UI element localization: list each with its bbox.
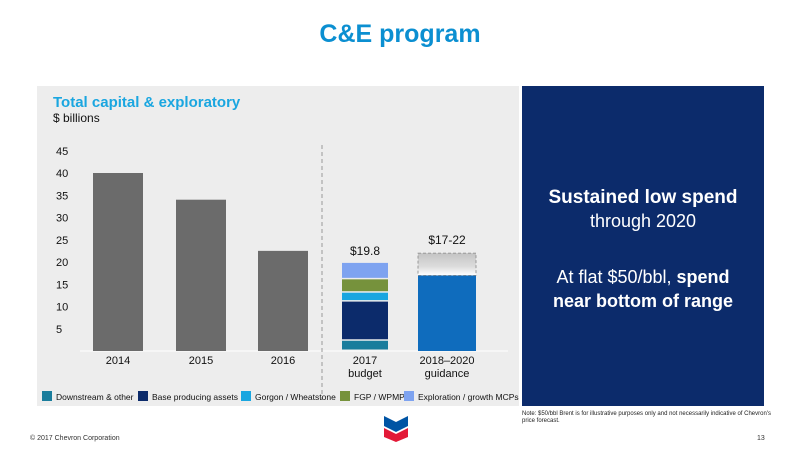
legend-label: FGP / WPMP bbox=[354, 392, 405, 402]
footnote: Note: $50/bbl Brent is for illustrative … bbox=[522, 411, 771, 424]
x-tick-label: 2017 bbox=[353, 355, 377, 367]
legend-label: Base producing assets bbox=[152, 392, 238, 402]
legend-swatch bbox=[241, 391, 251, 401]
callout-line4: near bottom of range bbox=[552, 291, 733, 311]
y-tick-label: 40 bbox=[56, 168, 68, 180]
x-tick-label: 2018–2020 bbox=[419, 355, 474, 367]
legend-label: Exploration / growth MCPs bbox=[418, 392, 519, 402]
page-title: C&E program bbox=[319, 20, 481, 48]
x-tick-label: 2016 bbox=[271, 355, 295, 367]
legend-swatch bbox=[340, 391, 350, 401]
y-tick-label: 45 bbox=[56, 146, 68, 158]
guidance-range-label: $17-22 bbox=[428, 233, 466, 247]
stack-segment-4 bbox=[342, 279, 388, 292]
stack-segment-3 bbox=[342, 292, 388, 301]
y-tick-label: 30 bbox=[56, 213, 68, 225]
legend-swatch bbox=[138, 391, 148, 401]
callout-line1: Sustained low spend bbox=[548, 187, 738, 208]
bar-2016 bbox=[258, 250, 308, 351]
x-tick-label: budget bbox=[348, 368, 382, 380]
stack-segment-2 bbox=[342, 301, 388, 340]
bar-2015 bbox=[176, 199, 226, 351]
legend-label: Gorgon / Wheatstone bbox=[255, 392, 336, 402]
legend-swatch bbox=[404, 391, 414, 401]
x-tick-label: 2015 bbox=[189, 355, 213, 367]
y-tick-label: 15 bbox=[56, 279, 68, 291]
y-tick-label: 5 bbox=[56, 324, 62, 336]
y-tick-label: 25 bbox=[56, 235, 68, 247]
chevron-logo-icon bbox=[384, 416, 408, 442]
guidance-range-box bbox=[417, 252, 477, 276]
y-tick-label: 20 bbox=[56, 257, 68, 269]
chart-unit-label: $ billions bbox=[53, 111, 100, 125]
callout-line3: At flat $50/bbl, spend bbox=[522, 267, 764, 288]
callout-line3-normal: At flat $50/bbl, bbox=[556, 267, 677, 287]
guidance-bar bbox=[418, 275, 476, 351]
page-number: 13 bbox=[757, 435, 765, 442]
x-tick-label: guidance bbox=[425, 368, 470, 380]
legend-label: Downstream & other bbox=[56, 392, 134, 402]
y-tick-label: 35 bbox=[56, 190, 68, 202]
budget-total-label: $19.8 bbox=[350, 244, 380, 258]
copyright: © 2017 Chevron Corporation bbox=[30, 435, 120, 442]
stack-segment-1 bbox=[342, 340, 388, 350]
callout-line3-bold: spend bbox=[676, 267, 730, 287]
legend-swatch bbox=[42, 391, 52, 401]
bar-2014 bbox=[93, 173, 143, 351]
callout-box: Sustained low spend through 2020 At flat… bbox=[522, 86, 764, 406]
chart-title: Total capital & exploratory bbox=[53, 94, 241, 111]
x-tick-label: 2014 bbox=[106, 355, 130, 367]
y-tick-label: 10 bbox=[56, 302, 68, 314]
callout-line2: through 2020 bbox=[589, 211, 697, 231]
stack-segment-5 bbox=[342, 262, 388, 278]
